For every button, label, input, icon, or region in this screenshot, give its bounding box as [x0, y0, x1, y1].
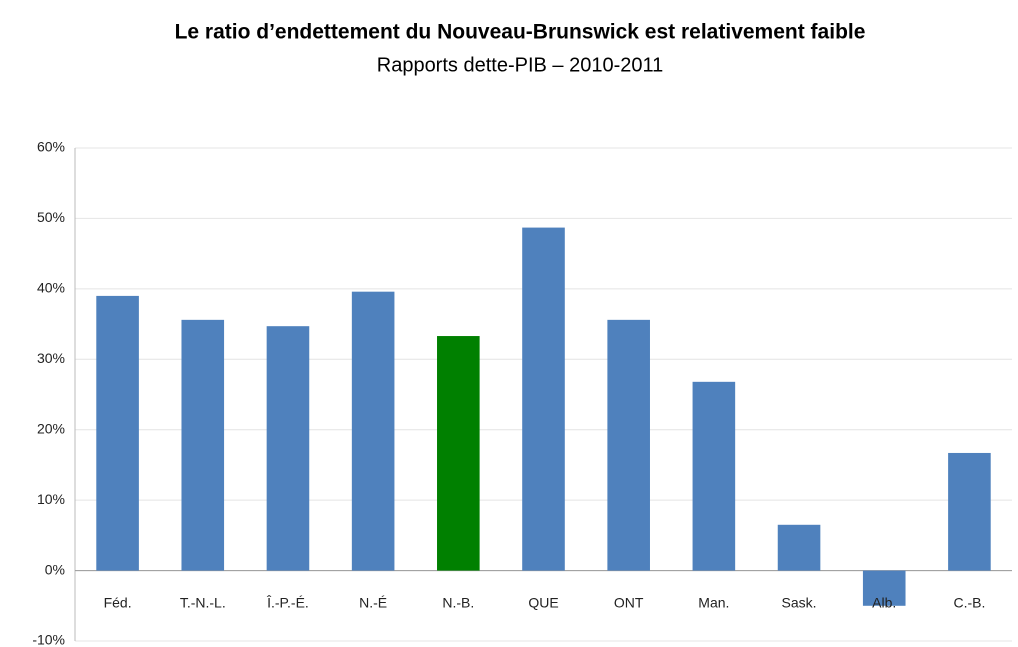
x-tick-label: Man.	[698, 594, 729, 610]
bar	[351, 291, 395, 571]
bar	[96, 295, 139, 571]
x-tick-label: T.-N.-L.	[180, 594, 226, 610]
bar	[437, 336, 480, 571]
x-tick-label: Î.-P.-É.	[266, 594, 309, 610]
x-tick-label: Sask.	[782, 594, 817, 610]
y-tick-label: 40%	[37, 280, 65, 296]
x-tick-label: ONT	[614, 594, 644, 610]
y-tick-label: 10%	[37, 491, 65, 507]
chart-subtitle: Rapports dette-PIB – 2010-2011	[377, 54, 663, 76]
y-tick-label: -10%	[32, 632, 65, 647]
bar	[948, 452, 991, 571]
x-tick-label: C.-B.	[953, 594, 985, 610]
bar	[522, 227, 565, 571]
y-tick-label: 20%	[37, 420, 65, 436]
y-tick-label: 30%	[37, 350, 65, 366]
bar	[266, 326, 310, 571]
chart-title: Le ratio d’endettement du Nouveau-Brunsw…	[175, 21, 866, 44]
x-tick-label: Féd.	[104, 594, 132, 610]
bar	[181, 319, 225, 571]
x-tick-label: N.-É	[359, 594, 387, 610]
bar	[607, 319, 650, 571]
y-tick-label: 50%	[37, 209, 65, 225]
x-tick-label: N.-B.	[442, 594, 474, 610]
y-tick-label: 60%	[37, 139, 65, 155]
bar	[777, 524, 821, 571]
x-tick-label: QUE	[528, 594, 558, 610]
x-tick-label: Alb.	[872, 594, 896, 610]
bar	[692, 381, 736, 571]
bar	[862, 570, 906, 606]
y-tick-label: 0%	[45, 561, 65, 577]
